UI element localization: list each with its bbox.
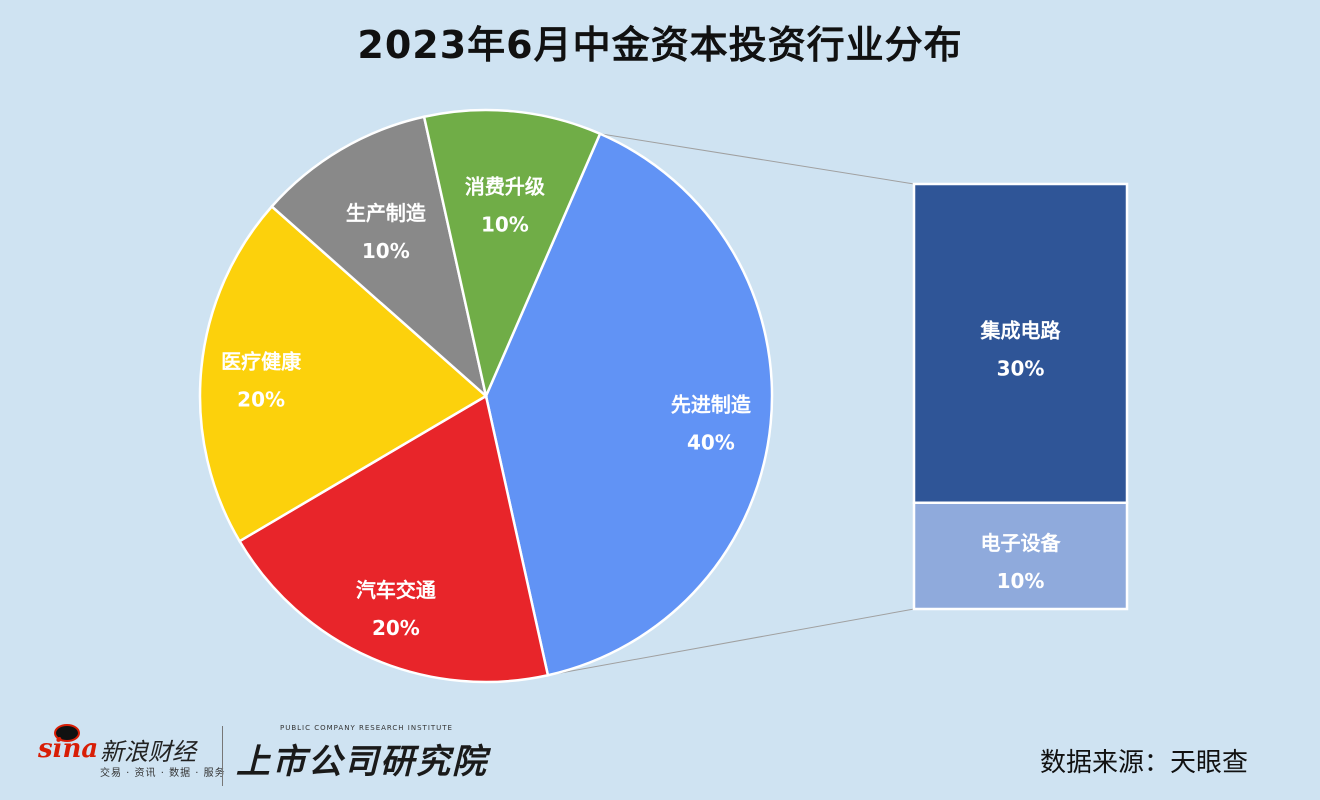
- pie-label-4: 生产制造: [346, 201, 427, 225]
- bar-segment-2: [912, 501, 1129, 611]
- pie-value-5: 10%: [481, 213, 529, 237]
- institute-logo: PUBLIC COMPANY RESEARCH INSTITUTE 上市公司研究…: [236, 724, 486, 784]
- stacked-bar: 集成电路 30% 电子设备 10%: [912, 182, 1129, 611]
- footer-divider: [222, 726, 223, 786]
- sina-brand: 新浪财经: [100, 738, 196, 766]
- bar-label-2: 电子设备: [981, 531, 1062, 555]
- pie-slice-2: [237, 394, 550, 684]
- institute-name-cn: 上市公司研究院: [236, 742, 488, 782]
- pie-slice-3: [198, 204, 489, 543]
- sina-wordmark: sina: [38, 734, 99, 764]
- connector-line-bottom: [547, 608, 915, 676]
- bar-value-1: 30%: [997, 356, 1045, 380]
- pie-slice-1: [484, 132, 774, 677]
- footer: sina 新浪财经 交易 · 资讯 · 数据 · 服务 PUBLIC COMPA…: [0, 710, 1320, 800]
- pie-label-2: 汽车交通: [356, 578, 436, 602]
- pie-slice-5: [422, 108, 602, 401]
- chart-title: 2023年6月中金资本投资行业分布: [357, 23, 963, 67]
- institute-name-en: PUBLIC COMPANY RESEARCH INSTITUTE: [280, 724, 453, 732]
- pie-label-1: 先进制造: [671, 393, 752, 417]
- pie-value-2: 20%: [372, 616, 420, 640]
- pie-value-1: 40%: [687, 431, 735, 455]
- bar-segment-1: [912, 182, 1129, 504]
- data-source: 数据来源：天眼查: [1039, 748, 1248, 778]
- pie-value-4: 10%: [362, 239, 410, 263]
- connector-lines: [547, 133, 915, 676]
- bar-value-2: 10%: [997, 569, 1045, 593]
- sina-eye-icon: [54, 724, 80, 742]
- pie-label-3: 医疗健康: [221, 349, 302, 373]
- sina-tagline: 交易 · 资讯 · 数据 · 服务: [100, 768, 226, 779]
- bar-label-1: 集成电路: [980, 318, 1062, 342]
- pie-label-5: 消费升级: [465, 175, 545, 199]
- pie-chart: 先进制造 40% 汽车交通 20% 医疗健康 20% 生产制造 10% 消费升级 10%: [198, 108, 774, 684]
- connector-line-top: [599, 133, 915, 185]
- pie-slice-4: [270, 115, 489, 400]
- pie-value-3: 20%: [237, 387, 285, 411]
